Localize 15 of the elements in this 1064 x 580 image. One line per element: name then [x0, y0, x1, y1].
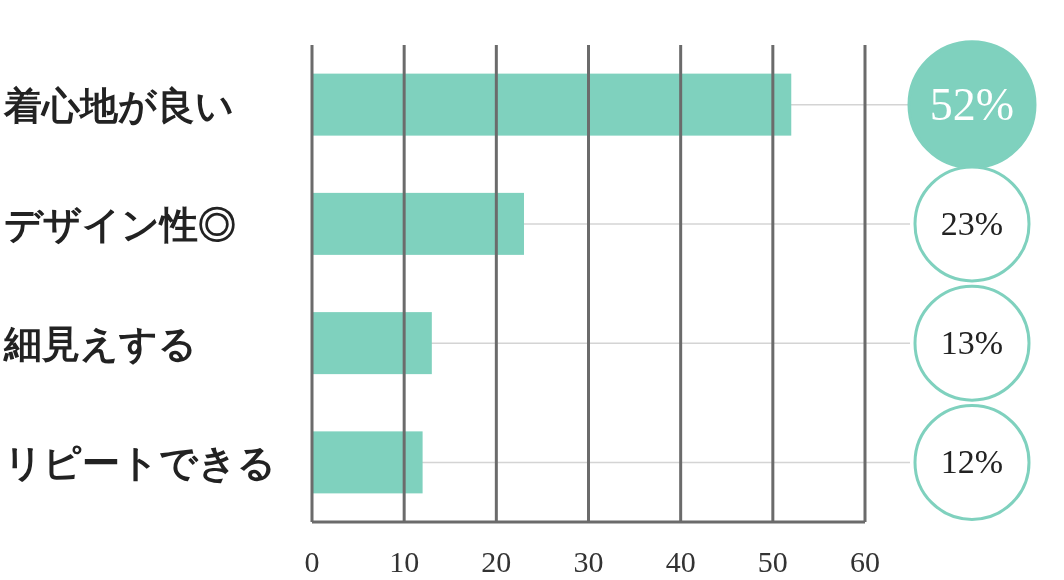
- x-tick-label: 30: [573, 545, 604, 578]
- x-tick-label: 0: [304, 545, 320, 578]
- x-tick-label: 20: [481, 545, 512, 578]
- x-tick-label: 40: [665, 545, 696, 578]
- x-tick-label: 10: [389, 545, 420, 578]
- data-label: 52%: [929, 78, 1015, 130]
- y-tick-label: リピートできる: [4, 442, 276, 485]
- data-label: 12%: [940, 443, 1004, 481]
- x-tick-label: 50: [757, 545, 788, 578]
- x-tick-label: 60: [850, 545, 880, 578]
- data-label: 13%: [940, 324, 1004, 362]
- y-tick-label: 着心地が良い: [3, 84, 234, 127]
- data-label: 23%: [940, 204, 1004, 242]
- y-tick-label: 細見えする: [3, 323, 197, 366]
- y-tick-label: デザイン性◎: [4, 203, 236, 246]
